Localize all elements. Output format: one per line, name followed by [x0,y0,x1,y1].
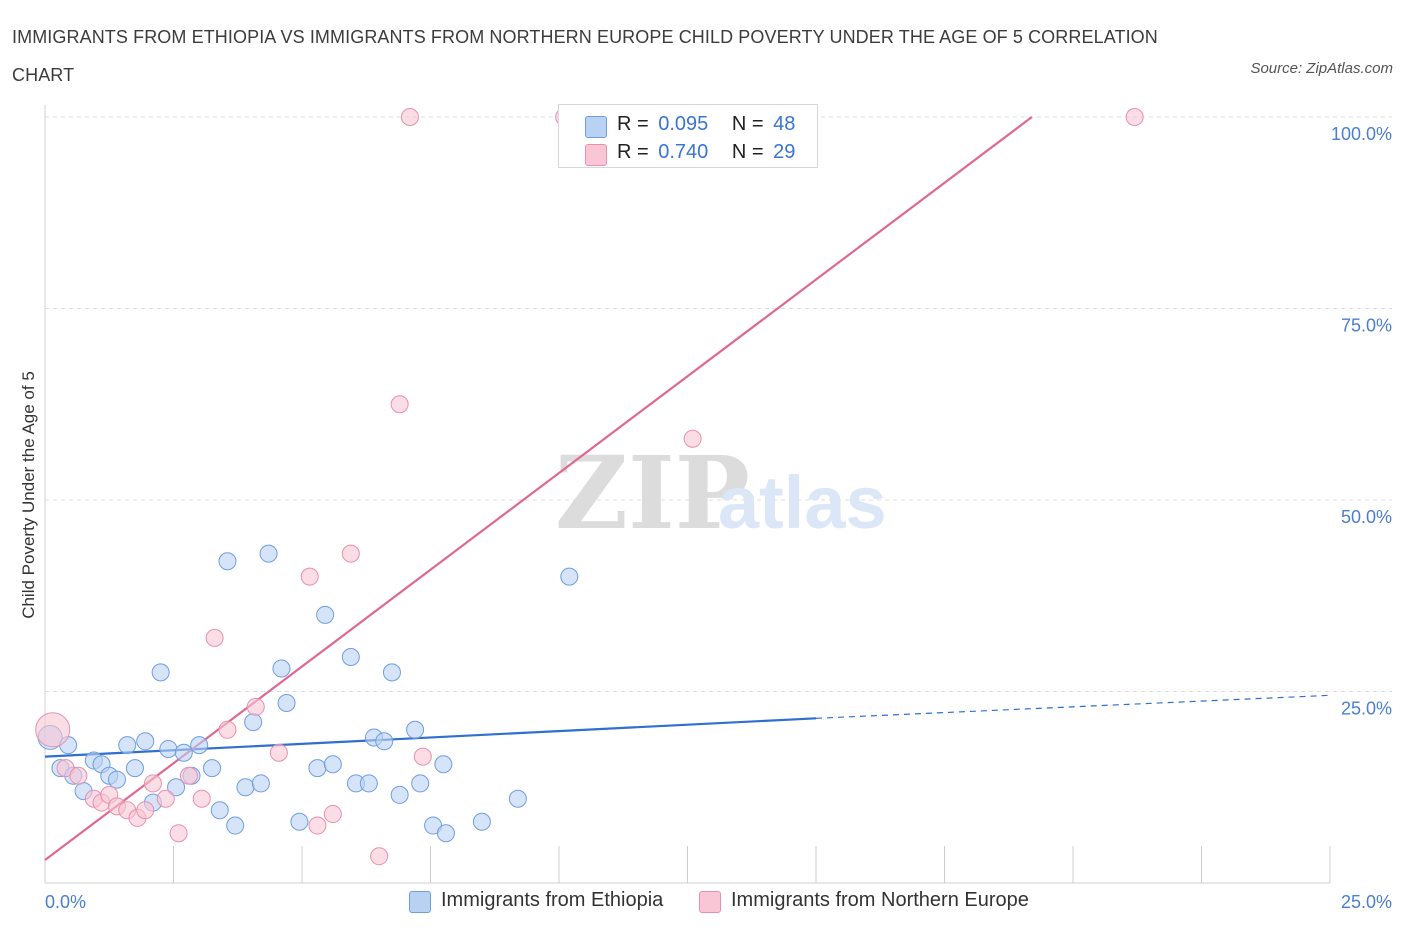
x-tick-label: 25.0% [1341,892,1392,912]
point-ethiopia [244,713,263,732]
point-ethiopia [107,770,126,789]
point-ethiopia [308,759,327,778]
n-label: N = [731,113,764,135]
point-neurope [205,628,224,647]
point-neurope [413,747,432,766]
point-ethiopia [125,759,144,778]
point-neurope [192,789,211,808]
bottom-legend-swatch-neurope [699,891,721,913]
y-axis-label: Child Poverty Under the Age of 5 [19,371,38,619]
point-ethiopia [236,778,255,797]
point-ethiopia [210,801,229,820]
point-neurope [136,801,155,820]
point-neurope [143,774,162,793]
point-ethiopia [472,812,491,831]
point-neurope [179,766,198,785]
legend-box: R = 0.095 N = 48 R = 0.740 N = 29 [558,104,818,168]
source-label: Source: ZipAtlas.com [1250,60,1393,77]
point-neurope [246,697,265,716]
legend-swatch-neurope [585,144,607,166]
r-value-neurope: 0.740 [658,141,709,163]
point-ethiopia [382,663,401,682]
point-ethiopia [323,755,342,774]
point-ethiopia [406,720,425,739]
point-neurope [390,395,409,414]
r-label: R = [617,113,649,135]
point-ethiopia [251,774,270,793]
r-label: R = [617,141,649,163]
point-ethiopia [151,663,170,682]
tick-labels: 25.0% 50.0% 75.0% 100.0% 0.0% 25.0% Child Pove… [19,124,1392,912]
legend-label-ethiopia: R = 0.095 N = 48 [617,113,795,136]
point-neurope [169,824,188,843]
bottom-legend-swatch-ethiopia [409,891,431,913]
point-neurope [370,847,389,866]
point-ethiopia [203,759,222,778]
y-tick-label: 75.0% [1341,316,1392,336]
point-neurope [35,712,71,748]
point-neurope [300,567,319,586]
point-ethiopia [272,659,291,678]
point-ethiopia [436,824,455,843]
y-tick-label: 25.0% [1341,699,1392,719]
x-tick-label: 0.0% [45,892,86,912]
point-ethiopia [174,743,193,762]
point-neurope [323,805,342,824]
point-ethiopia [159,739,178,758]
point-ethiopia [359,774,378,793]
point-ethiopia [560,567,579,586]
point-ethiopia [341,648,360,667]
point-ethiopia [226,816,245,835]
n-label: N = [731,141,764,163]
y-tick-label: 100.0% [1331,124,1392,144]
r-value-ethiopia: 0.095 [658,113,709,135]
point-ethiopia [434,755,453,774]
point-ethiopia [218,552,237,571]
point-ethiopia [118,736,137,755]
point-ethiopia [136,732,155,751]
chart-title: IMMIGRANTS FROM ETHIOPIA VS IMMIGRANTS F… [12,27,1158,85]
point-ethiopia [390,785,409,804]
point-neurope [156,789,175,808]
point-ethiopia [190,736,209,755]
point-neurope [69,766,88,785]
point-neurope [218,720,237,739]
point-neurope [683,429,702,448]
y-tick-label: 50.0% [1341,507,1392,527]
point-neurope [1125,108,1144,126]
watermark-zip: ZIP [555,434,750,552]
series-ethiopia-points [37,544,579,843]
point-ethiopia [277,693,296,712]
legend-label-neurope: R = 0.740 N = 29 [617,141,795,164]
point-ethiopia [290,812,309,831]
trend-line-ethiopia-extension [815,694,1331,719]
point-neurope [400,108,419,126]
point-neurope [308,816,327,835]
watermark-atlas: atlas [718,461,887,544]
point-ethiopia [411,774,430,793]
grid-lines [45,116,1392,692]
point-ethiopia [375,732,394,751]
n-value-ethiopia: 48 [773,113,796,135]
point-ethiopia [316,605,335,624]
point-ethiopia [167,778,186,797]
point-ethiopia [508,789,527,808]
legend-swatch-ethiopia [585,116,607,138]
point-neurope [341,544,360,563]
bottom-legend-label-neurope: Immigrants from Northern Europe [731,889,1029,911]
n-value-neurope: 29 [773,141,796,163]
series-neurope-points [35,108,1144,866]
point-neurope [269,743,288,762]
axes [44,105,1331,884]
trend-line-neurope [44,116,1033,861]
point-ethiopia [259,544,278,563]
bottom-legend-label-ethiopia: Immigrants from Ethiopia [441,889,664,911]
